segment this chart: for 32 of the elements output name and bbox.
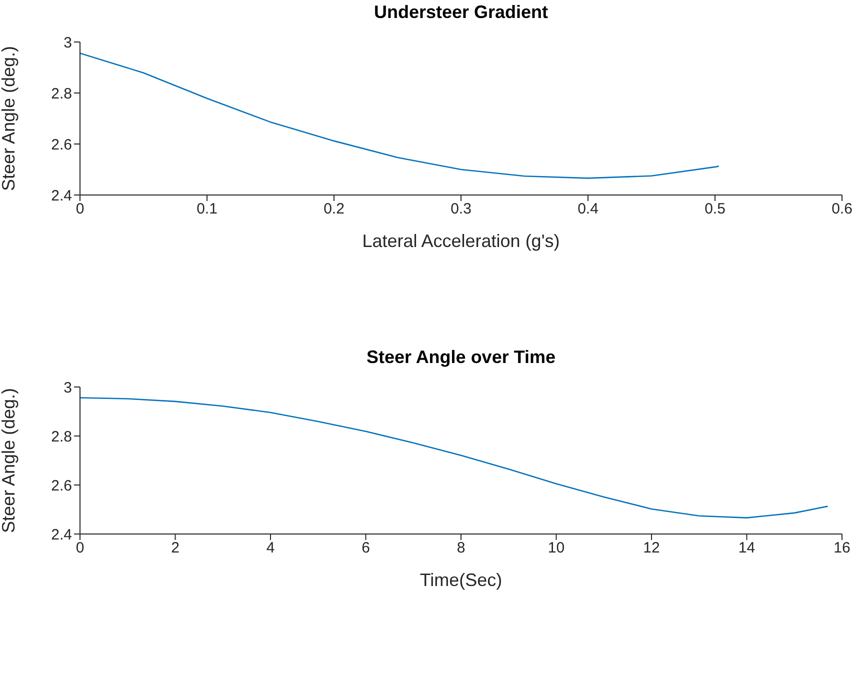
chart-title: Understeer Gradient [372, 2, 550, 23]
y-axis-title: Steer Angle (deg.) [0, 46, 18, 192]
y-tick-label: 2.4 [51, 526, 72, 544]
x-tick-label: 16 [834, 540, 850, 557]
y-axis-title: Steer Angle (deg.) [0, 388, 18, 534]
x-tick-label: 0.1 [196, 200, 218, 218]
x-tick-label: 8 [456, 540, 466, 557]
y-tick-label: 3 [64, 379, 72, 396]
x-axis-title: Lateral Acceleration (g's) [362, 231, 560, 251]
x-tick-label: 12 [643, 540, 660, 557]
y-tick-label: 2.8 [51, 85, 72, 102]
y-tick-label: 2.6 [51, 477, 72, 494]
x-axis-title: Time(Sec) [420, 570, 502, 590]
y-tick-label: 2.4 [51, 187, 72, 204]
x-tick-label: 0.4 [578, 200, 598, 218]
chart-title: Steer Angle over Time [365, 347, 557, 368]
y-tick-label: 2.6 [51, 136, 72, 154]
line-series [80, 397, 828, 518]
y-tick-label: 3 [64, 34, 72, 52]
x-tick-label: 0.5 [704, 200, 726, 218]
x-tick-label: 0.6 [832, 200, 852, 218]
x-tick-label: 0 [76, 200, 84, 218]
x-tick-label: 14 [738, 540, 756, 557]
x-tick-label: 4 [266, 540, 275, 557]
y-tick-label: 2.8 [51, 428, 72, 446]
line-series [80, 52, 720, 179]
x-tick-label: 0.2 [324, 200, 344, 218]
x-tick-label: 2 [171, 540, 180, 557]
x-tick-label: 6 [362, 540, 370, 557]
x-tick-label: 0.3 [450, 200, 472, 218]
x-tick-label: 10 [548, 540, 565, 557]
x-tick-label: 0 [76, 540, 84, 557]
